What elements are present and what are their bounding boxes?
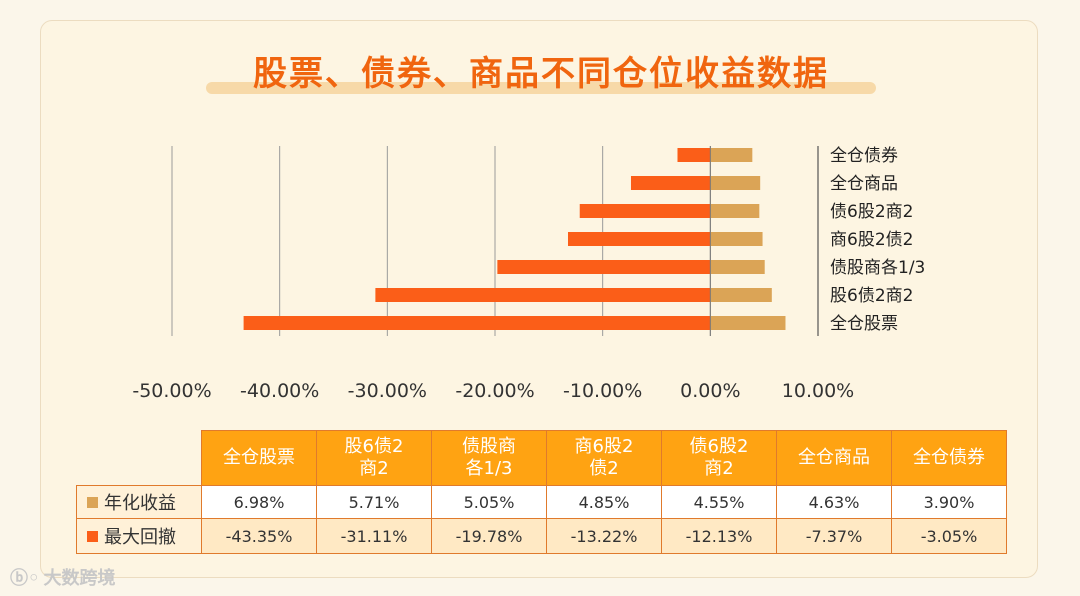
table-column-header: 全仓商品 [776,430,892,486]
table-column-header: 股6债2 商2 [316,430,432,486]
chart-title: 股票、债券、商品不同仓位收益数据 [253,54,829,94]
watermark-logo-icon: ⓑ◦ [10,568,40,589]
return-bar [710,232,763,246]
table-row-header: 年化收益 [76,485,202,519]
table-cell: -12.13% [661,518,777,554]
data-table: 全仓股票 股6债2 商2 债股商 各1/3 商6股2 债2 债6股2 商2 全仓商品 全仓债券 年化… [76,430,1007,554]
title-block: 股票、债券、商品不同仓位收益数据 [206,46,876,96]
watermark: ⓑ◦ 大数跨境 [10,564,116,590]
drawdown-bar [243,316,711,330]
table-column-header: 债股商 各1/3 [431,430,547,486]
table-cell: 5.05% [431,485,547,519]
table-header-row: 全仓股票 股6债2 商2 债股商 各1/3 商6股2 债2 债6股2 商2 全仓商品 全仓债券 [77,430,1007,486]
legend-swatch [87,531,98,542]
return-bar [710,316,786,330]
drawdown-bar [579,204,711,218]
x-tick-label: -10.00% [563,380,642,402]
drawdown-bar [375,288,711,302]
watermark-text: 大数跨境 [43,568,116,589]
table-cell: -31.11% [316,518,432,554]
category-label: 债股商各1/3 [830,258,925,278]
table-cell: -19.78% [431,518,547,554]
table-row: 最大回撤 -43.35% -31.11% -19.78% -13.22% -12.13% -… [76,518,1007,554]
category-label: 债6股2商2 [830,202,913,222]
return-bar [710,204,760,218]
return-bar [710,176,761,190]
table-cell: -43.35% [201,518,317,554]
table-row: 年化收益 6.98% 5.71% 5.05% 4.85% 4.55% 4.63% 3.90% [76,485,1007,519]
drawdown-bar [497,260,711,274]
table-cell: 4.63% [776,485,892,519]
x-tick-label: 0.00% [680,380,740,402]
table-column-header: 全仓股票 [201,430,317,486]
title-highlight [206,82,876,94]
return-bar [710,148,753,162]
x-tick-label: -20.00% [455,380,534,402]
table-cell: 3.90% [891,485,1007,519]
category-label: 全仓股票 [830,314,898,334]
legend-label: 年化收益 [104,493,176,514]
legend-label: 最大回撤 [104,527,176,548]
return-bar [710,260,765,274]
x-tick-label: -50.00% [132,380,211,402]
return-bar [710,288,772,302]
drawdown-bar [677,148,711,162]
table-column-header: 全仓债券 [891,430,1007,486]
category-label: 商6股2债2 [830,230,913,250]
x-tick-label: -40.00% [240,380,319,402]
x-tick-label: -30.00% [348,380,427,402]
table-row-header: 最大回撤 [76,518,202,554]
category-label: 全仓商品 [830,174,898,194]
table-column-header: 商6股2 债2 [546,430,662,486]
table-cell: 4.55% [661,485,777,519]
table-corner [77,431,202,486]
legend-swatch [87,497,98,508]
drawdown-bar [630,176,711,190]
table-column-header: 债6股2 商2 [661,430,777,486]
table-body: 年化收益 6.98% 5.71% 5.05% 4.85% 4.55% 4.63% 3.90% 最… [76,485,1007,554]
table-cell: 4.85% [546,485,662,519]
category-label: 全仓债券 [830,146,898,166]
table-cell: -3.05% [891,518,1007,554]
x-tick-label: 10.00% [782,380,854,402]
table-cell: 5.71% [316,485,432,519]
table-cell: 6.98% [201,485,317,519]
table-cell: -13.22% [546,518,662,554]
table-cell: -7.37% [776,518,892,554]
drawdown-bar [567,232,711,246]
category-label: 股6债2商2 [830,286,913,306]
